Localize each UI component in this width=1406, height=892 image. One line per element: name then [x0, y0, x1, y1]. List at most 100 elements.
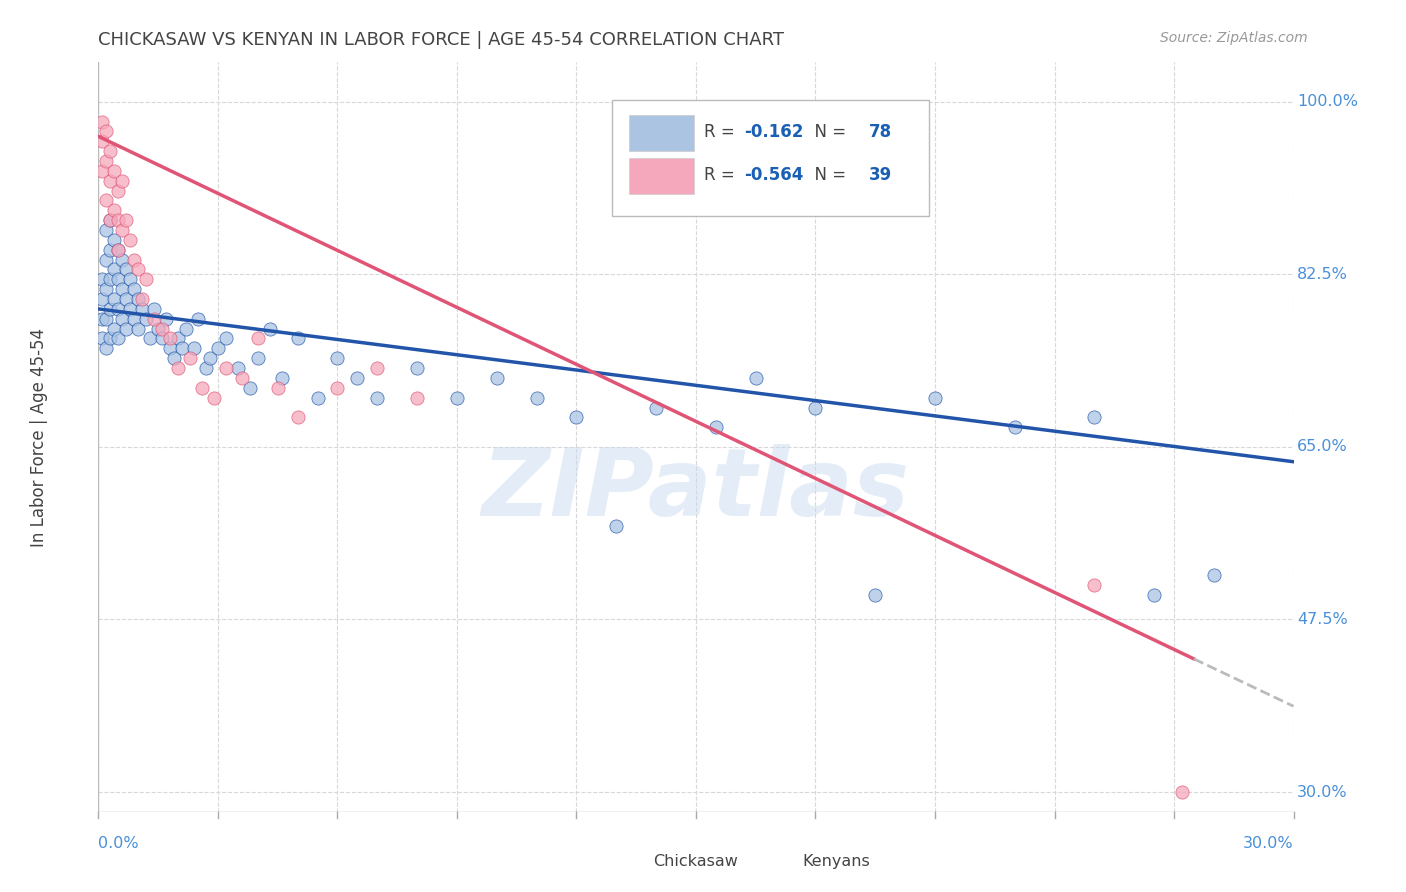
Point: [115, 213, 138, 227]
Point: [804, 401, 827, 415]
Text: In Labor Force | Age 45-54: In Labor Force | Age 45-54: [30, 327, 48, 547]
Point: [1004, 420, 1026, 434]
Point: [91, 311, 114, 326]
Text: Source: ZipAtlas.com: Source: ZipAtlas.com: [1160, 31, 1308, 45]
Point: [159, 342, 181, 356]
Text: 78: 78: [869, 123, 893, 141]
Point: [91, 272, 114, 286]
Point: [307, 391, 329, 405]
Text: 39: 39: [869, 166, 893, 184]
Text: -0.162: -0.162: [744, 123, 803, 141]
Point: [115, 321, 138, 335]
Point: [127, 321, 149, 335]
Text: CHICKASAW VS KENYAN IN LABOR FORCE | AGE 45-54 CORRELATION CHART: CHICKASAW VS KENYAN IN LABOR FORCE | AGE…: [98, 31, 785, 49]
Point: [148, 321, 170, 335]
Point: [96, 282, 118, 296]
Point: [191, 381, 214, 395]
Point: [103, 164, 125, 178]
Point: [1143, 588, 1166, 602]
Text: 65.0%: 65.0%: [1298, 440, 1348, 454]
Point: [103, 292, 125, 306]
Point: [91, 134, 114, 148]
Point: [98, 272, 122, 286]
Point: [120, 301, 142, 316]
Point: [91, 292, 114, 306]
Text: N =: N =: [804, 123, 851, 141]
Point: [91, 114, 114, 128]
Point: [103, 262, 125, 277]
Point: [127, 292, 149, 306]
Point: [179, 351, 201, 366]
Point: [287, 331, 309, 345]
Point: [1083, 410, 1105, 425]
Point: [135, 311, 157, 326]
Point: [215, 361, 238, 376]
Point: [107, 331, 129, 345]
Point: [267, 381, 290, 395]
Point: [231, 371, 253, 385]
Point: [111, 174, 134, 188]
Point: [143, 301, 166, 316]
Text: R =: R =: [704, 123, 741, 141]
Point: [183, 342, 205, 356]
Point: [96, 223, 118, 237]
Point: [270, 371, 292, 385]
Text: N =: N =: [804, 166, 851, 184]
Point: [98, 243, 122, 257]
Point: [645, 401, 668, 415]
Point: [1171, 785, 1194, 799]
Point: [565, 410, 588, 425]
Point: [96, 342, 118, 356]
FancyBboxPatch shape: [591, 848, 644, 879]
Point: [115, 292, 138, 306]
FancyBboxPatch shape: [613, 100, 929, 216]
Point: [167, 361, 190, 376]
Point: [103, 203, 125, 218]
Point: [485, 371, 508, 385]
Point: [366, 361, 388, 376]
Point: [107, 243, 129, 257]
Point: [446, 391, 468, 405]
Text: 47.5%: 47.5%: [1298, 612, 1348, 627]
Point: [195, 361, 218, 376]
Point: [96, 154, 118, 169]
Point: [155, 311, 177, 326]
Point: [124, 282, 146, 296]
Point: [96, 124, 118, 138]
Point: [150, 331, 173, 345]
Point: [526, 391, 548, 405]
Point: [346, 371, 368, 385]
Point: [226, 361, 249, 376]
Point: [98, 301, 122, 316]
Point: [96, 252, 118, 267]
Point: [605, 518, 627, 533]
Point: [120, 272, 142, 286]
Point: [91, 164, 114, 178]
Text: ZIPatlas: ZIPatlas: [482, 443, 910, 535]
Point: [924, 391, 946, 405]
Point: [174, 321, 197, 335]
Point: [163, 351, 186, 366]
Point: [1083, 578, 1105, 592]
Point: [187, 311, 209, 326]
Point: [107, 213, 129, 227]
Text: 82.5%: 82.5%: [1298, 267, 1348, 282]
Text: 30.0%: 30.0%: [1243, 837, 1294, 851]
Text: Chickasaw: Chickasaw: [652, 855, 738, 870]
Point: [326, 351, 349, 366]
Point: [172, 342, 194, 356]
Point: [124, 311, 146, 326]
Point: [159, 331, 181, 345]
Point: [98, 213, 122, 227]
Point: [326, 381, 349, 395]
Text: 100.0%: 100.0%: [1298, 95, 1358, 110]
Point: [98, 144, 122, 158]
Text: 30.0%: 30.0%: [1298, 784, 1348, 799]
Point: [1202, 568, 1225, 582]
Point: [120, 233, 142, 247]
Text: Kenyans: Kenyans: [803, 855, 870, 870]
Point: [246, 331, 269, 345]
Text: R =: R =: [704, 166, 741, 184]
Point: [127, 262, 149, 277]
FancyBboxPatch shape: [628, 115, 693, 151]
